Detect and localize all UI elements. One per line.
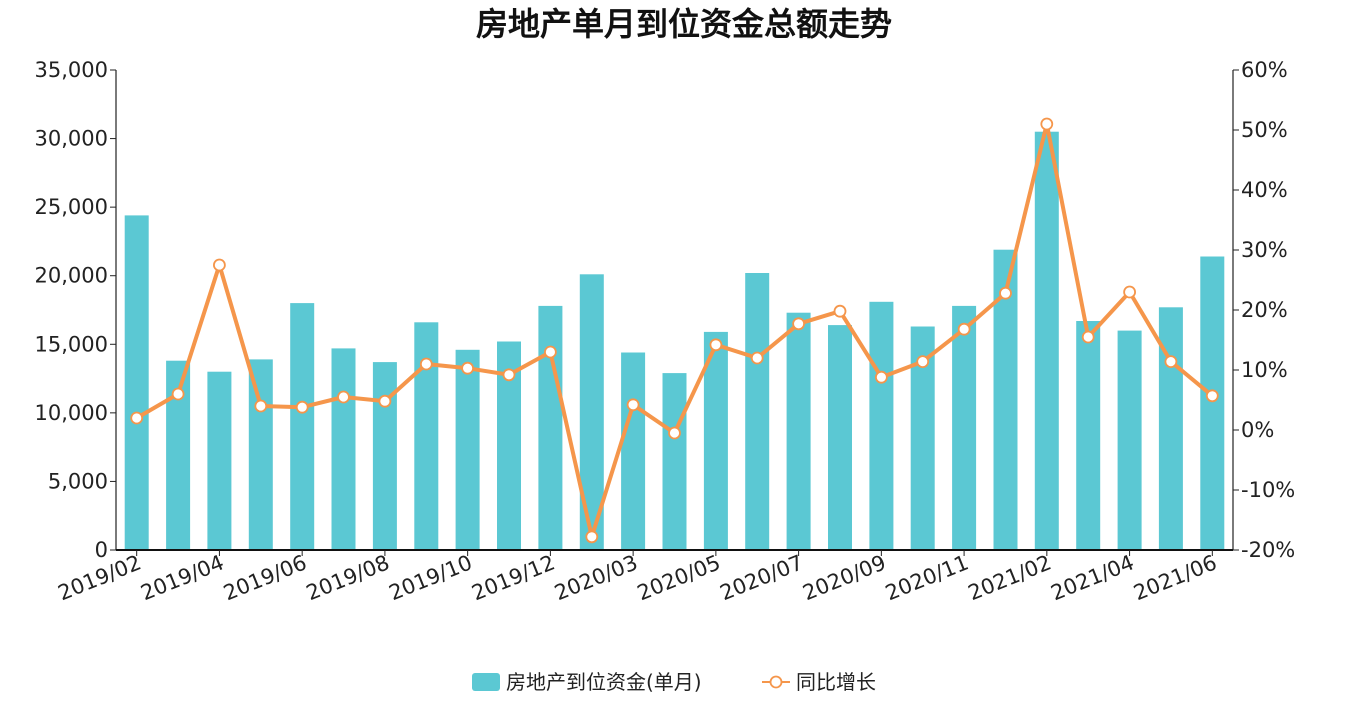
growth-point [212,258,226,272]
y-right-tick-label: 50% [1241,118,1288,142]
growth-point [1123,285,1136,299]
bar [248,359,273,550]
growth-point [130,411,144,425]
y-right-tick-label: -20% [1241,538,1295,562]
bar [703,331,728,550]
growth-point [1205,389,1219,403]
bar [745,273,770,550]
bar [828,325,852,550]
growth-point [254,399,268,413]
x-tick-label: 2020/03 [551,550,641,605]
growth-point [461,361,475,375]
x-tick-label: 2020/09 [799,550,889,605]
bar [869,301,894,550]
y-right-tick-label: -10% [1241,478,1295,502]
growth-point [626,398,640,412]
growth-point [668,426,681,440]
growth-point [999,286,1012,300]
chart-title: 房地产单月到位资金总额走势 [475,5,892,43]
bar [372,362,397,550]
legend-swatch-marker [769,675,783,689]
bar [1034,131,1059,550]
growth-point [1081,330,1095,344]
bar [1200,256,1225,550]
growth-point [502,368,516,382]
y-left-tick-label: 30,000 [35,127,108,151]
growth-point [957,322,971,336]
bar [786,312,811,550]
bar [538,305,563,550]
x-tick-label: 2021/02 [965,550,1055,605]
growth-point [337,390,350,404]
bar [331,348,356,550]
bar [290,303,315,550]
growth-point [378,394,392,408]
legend-label-bar: 房地产到位资金(单月) [506,670,702,694]
x-tick-label: 2019/10 [386,550,476,605]
x-tick-label: 2020/11 [882,550,972,605]
legend-label-line: 同比增长 [796,670,876,694]
y-right-tick-label: 30% [1241,238,1288,262]
growth-point [585,530,599,544]
growth-point [1040,117,1054,131]
growth-point [792,317,805,331]
bar [1076,321,1101,550]
y-right-tick-label: 40% [1241,178,1288,202]
growth-point [295,400,309,414]
bar [124,215,149,550]
bar [1117,330,1142,550]
bar [207,371,232,550]
y-left-tick-label: 35,000 [35,58,108,82]
y-left-tick-label: 5,000 [48,469,108,493]
y-left-tick-label: 0 [95,538,108,562]
y-left-tick-label: 10,000 [35,401,108,425]
growth-point [171,387,185,401]
growth-point [419,357,433,371]
bar [455,349,480,550]
growth-point [875,370,888,384]
bar [414,322,439,550]
bar [621,352,646,550]
y-right-tick-label: 0% [1241,418,1274,442]
bar [952,305,977,550]
x-tick-label: 2021/06 [1130,550,1220,605]
y-left-tick-label: 20,000 [35,264,108,288]
y-right-tick-label: 10% [1241,358,1288,382]
y-right-tick-label: 20% [1241,298,1288,322]
growth-point [544,345,557,359]
x-tick-label: 2021/04 [1048,550,1138,605]
x-tick-label: 2019/08 [303,550,393,605]
growth-point [750,351,764,365]
x-tick-label: 2019/04 [137,550,227,605]
growth-point [833,304,847,318]
x-tick-label: 2020/05 [634,550,724,605]
y-left-tick-label: 15,000 [35,332,108,356]
bar [662,373,687,550]
x-tick-label: 2019/12 [468,550,558,605]
y-left-tick-label: 25,000 [35,195,108,219]
growth-point [916,355,930,369]
growth-point [1164,355,1178,369]
y-right-tick-label: 60% [1241,58,1288,82]
legend-swatch-bar [472,673,500,691]
x-tick-label: 2020/07 [717,550,807,605]
x-tick-label: 2019/06 [220,550,310,605]
growth-point [709,338,723,352]
